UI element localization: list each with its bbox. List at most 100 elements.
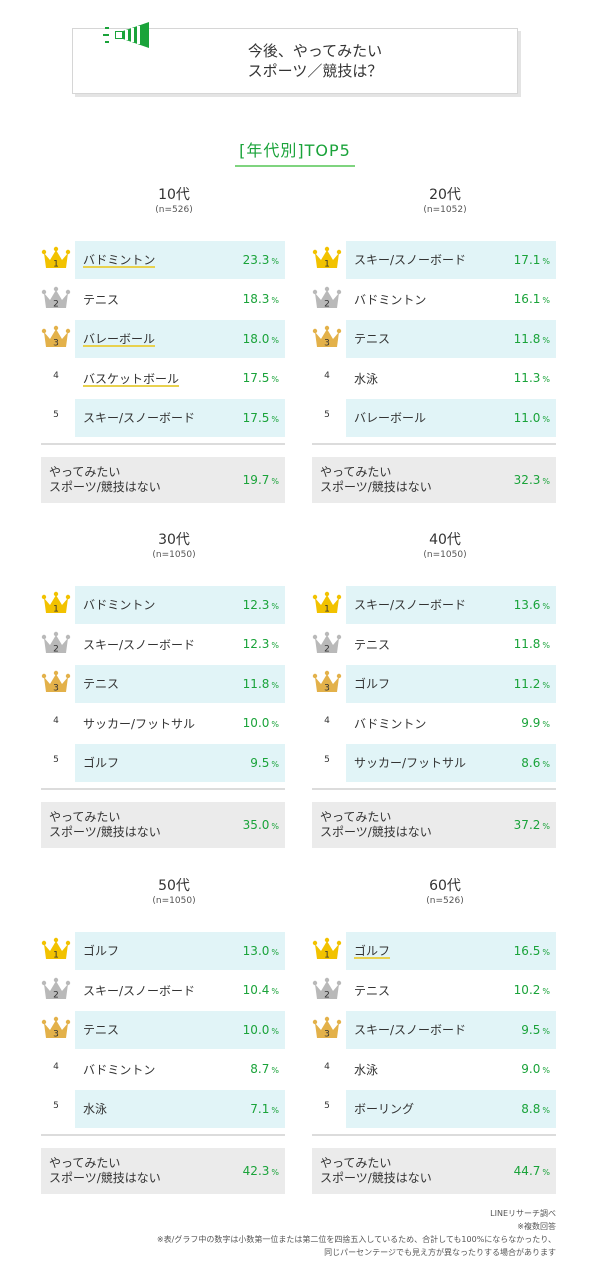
percent-value: 13.6% bbox=[513, 597, 550, 612]
percent-unit: % bbox=[271, 1066, 279, 1076]
sport-name: バスケットボール bbox=[83, 371, 180, 386]
sample-size: (n=526) bbox=[426, 896, 464, 906]
table-row: 3 テニス 11.8% bbox=[41, 664, 285, 704]
row-cell: ボーリング 8.8% bbox=[346, 1090, 556, 1128]
percent-unit: % bbox=[542, 477, 550, 486]
age-panel: 60代 (n=526) 1 ゴルフ 16.5% 2 テニス 10.2% 3 スキー/スノーボード 9… bbox=[312, 877, 556, 1194]
sport-name: テニス bbox=[354, 983, 391, 998]
row-cell: テニス 11.8% bbox=[75, 665, 285, 703]
row-cell: テニス 10.0% bbox=[75, 1011, 285, 1049]
percent-value: 11.8% bbox=[513, 331, 550, 346]
percent-unit: % bbox=[542, 1105, 550, 1115]
percent-unit: % bbox=[542, 641, 550, 651]
percent-unit: % bbox=[271, 759, 279, 769]
age-panel: 50代 (n=1050) 1 ゴルフ 13.0% 2 スキー/スノーボード 10.4% 3 テニス… bbox=[41, 877, 285, 1194]
gold-crown-icon: 1 bbox=[41, 246, 71, 270]
percent-unit: % bbox=[542, 296, 550, 306]
table-row: 4 サッカー/フットサル 10.0% bbox=[41, 704, 285, 744]
divider bbox=[312, 443, 556, 445]
no-sport-row: やってみたい スポーツ/競技はない 42.3% bbox=[41, 1148, 285, 1194]
age-label: 60代 bbox=[429, 878, 461, 894]
age-panel: 10代 (n=526) 1 バドミントン 23.3% 2 テニス 18.3% 3 バレーボール 18… bbox=[41, 186, 285, 503]
divider bbox=[41, 443, 285, 445]
percent-unit: % bbox=[542, 680, 550, 690]
rank-number: 4 bbox=[324, 1061, 330, 1072]
no-sport-label: やってみたい スポーツ/競技はない bbox=[320, 1156, 432, 1185]
table-row: 5 水泳 7.1% bbox=[41, 1089, 285, 1129]
sport-name: 水泳 bbox=[354, 371, 379, 386]
row-cell: バスケットボール 17.5% bbox=[75, 360, 285, 398]
age-header: 10代 (n=526) bbox=[63, 186, 285, 216]
percent-value: 17.5% bbox=[242, 371, 279, 386]
age-panel: 30代 (n=1050) 1 バドミントン 12.3% 2 スキー/スノーボード 12.3% 3… bbox=[41, 531, 285, 848]
percent-unit: % bbox=[271, 1105, 279, 1115]
table-row: 2 テニス 10.2% bbox=[312, 971, 556, 1011]
row-cell: ゴルフ 9.5% bbox=[75, 744, 285, 782]
percent-unit: % bbox=[542, 414, 550, 424]
gold-crown-icon: 1 bbox=[312, 246, 342, 270]
no-sport-label: やってみたい スポーツ/競技はない bbox=[49, 1156, 161, 1185]
row-cell: バドミントン 16.1% bbox=[346, 281, 556, 319]
no-sport-row: やってみたい スポーツ/競技はない 32.3% bbox=[312, 457, 556, 503]
percent-unit: % bbox=[271, 601, 279, 611]
row-cell: スキー/スノーボード 12.3% bbox=[75, 626, 285, 664]
table-row: 5 ボーリング 8.8% bbox=[312, 1089, 556, 1129]
row-cell: 水泳 11.3% bbox=[346, 360, 556, 398]
gold-crown-icon: 1 bbox=[312, 591, 342, 615]
sport-name: バドミントン bbox=[83, 1062, 156, 1077]
table-row: 2 テニス 18.3% bbox=[41, 280, 285, 320]
row-cell: サッカー/フットサル 8.6% bbox=[346, 744, 556, 782]
rank-number: 5 bbox=[53, 755, 59, 765]
age-label: 20代 bbox=[429, 187, 461, 203]
percent-unit: % bbox=[271, 1026, 279, 1036]
footer: LINEリサーチ調べ ※複数回答 ※表/グラフ中の数字は小数第一位または第二位を… bbox=[157, 1207, 556, 1259]
gold-crown-icon: 1 bbox=[41, 591, 71, 615]
sport-name: テニス bbox=[83, 677, 120, 692]
rank-number: 2 bbox=[53, 299, 59, 309]
no-sport-value: 37.2% bbox=[513, 818, 550, 832]
rank-number: 2 bbox=[53, 644, 59, 654]
ranking-list: 1 ゴルフ 16.5% 2 テニス 10.2% 3 スキー/スノーボード 9.5% 4 水泳 9.0%… bbox=[312, 931, 556, 1129]
percent-value: 10.0% bbox=[242, 716, 279, 731]
rank-number: 3 bbox=[324, 684, 330, 694]
footer-note-multiple: ※複数回答 bbox=[517, 1222, 556, 1231]
rank-number: 2 bbox=[324, 299, 330, 309]
percent-value: 12.3% bbox=[242, 597, 279, 612]
sport-name: バドミントン bbox=[354, 716, 427, 731]
no-sport-label: やってみたい スポーツ/競技はない bbox=[320, 810, 432, 839]
page-title: 今後、やってみたい スポーツ／競技は？ bbox=[73, 41, 517, 81]
table-row: 2 スキー/スノーボード 12.3% bbox=[41, 625, 285, 665]
no-sport-value: 19.7% bbox=[242, 473, 279, 487]
footer-source: LINEリサーチ調べ bbox=[490, 1209, 556, 1218]
rank-number: 4 bbox=[324, 370, 330, 381]
percent-value: 10.0% bbox=[242, 1022, 279, 1037]
silver-crown-icon: 2 bbox=[41, 631, 71, 654]
percent-unit: % bbox=[271, 680, 279, 690]
percent-value: 11.2% bbox=[513, 676, 550, 691]
no-sport-value: 35.0% bbox=[242, 818, 279, 832]
megaphone-icon bbox=[103, 22, 149, 48]
percent-value: 17.1% bbox=[513, 252, 550, 267]
table-row: 4 水泳 9.0% bbox=[312, 1050, 556, 1090]
row-cell: テニス 18.3% bbox=[75, 281, 285, 319]
percent-value: 18.3% bbox=[242, 292, 279, 307]
row-cell: ゴルフ 13.0% bbox=[75, 932, 285, 970]
rank-number: 5 bbox=[324, 410, 330, 420]
percent-unit: % bbox=[271, 477, 279, 486]
row-cell: スキー/スノーボード 13.6% bbox=[346, 586, 556, 624]
ranking-list: 1 スキー/スノーボード 17.1% 2 バドミントン 16.1% 3 テニス 11.8% 4 水泳… bbox=[312, 240, 556, 438]
sport-name: テニス bbox=[83, 1023, 120, 1038]
percent-unit: % bbox=[542, 1168, 550, 1177]
age-header: 60代 (n=526) bbox=[334, 877, 556, 907]
percent-value: 17.5% bbox=[242, 410, 279, 425]
percent-unit: % bbox=[271, 335, 279, 345]
sample-size: (n=1050) bbox=[423, 550, 467, 560]
rank-number: 3 bbox=[53, 684, 59, 694]
age-header: 40代 (n=1050) bbox=[334, 531, 556, 561]
percent-unit: % bbox=[542, 375, 550, 385]
percent-unit: % bbox=[271, 720, 279, 730]
percent-value: 8.8% bbox=[521, 1101, 550, 1116]
silver-crown-icon: 2 bbox=[312, 286, 342, 309]
sport-name: スキー/スノーボード bbox=[83, 637, 196, 652]
percent-value: 10.4% bbox=[242, 983, 279, 998]
